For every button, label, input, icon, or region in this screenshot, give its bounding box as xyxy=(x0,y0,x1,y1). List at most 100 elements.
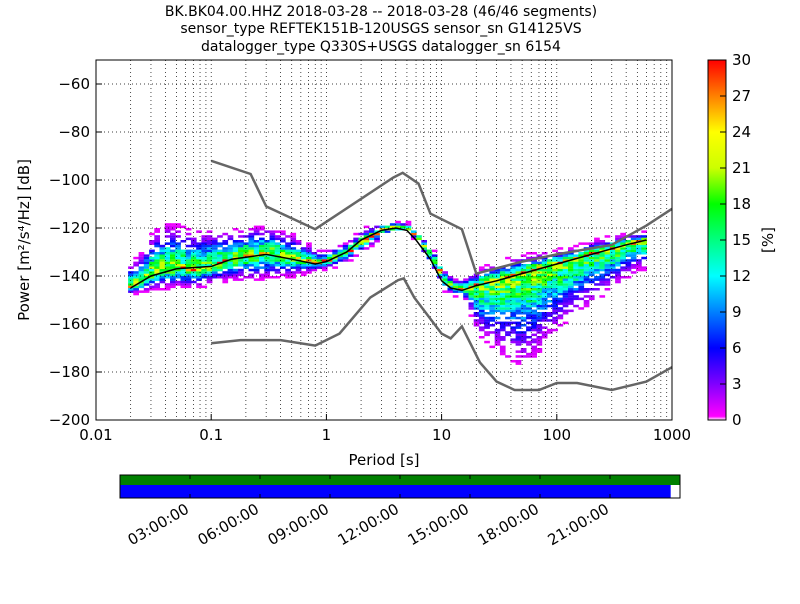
histogram-cell xyxy=(180,256,187,260)
histogram-cell xyxy=(510,297,517,301)
colorbar-tick-label: 6 xyxy=(732,339,742,357)
histogram-cell xyxy=(348,254,354,257)
histogram-cell xyxy=(536,273,543,277)
histogram-cell xyxy=(615,256,621,260)
histogram-cell xyxy=(164,230,171,233)
histogram-cell xyxy=(526,336,532,339)
histogram-cell xyxy=(185,276,192,279)
y-axis-ticks: −60−80−100−120−140−160−180−200 xyxy=(49,75,102,429)
histogram-cell xyxy=(573,268,579,272)
histogram-cell xyxy=(253,240,260,243)
histogram-cell xyxy=(636,261,642,265)
histogram-cell xyxy=(437,266,443,269)
histogram-cell xyxy=(620,249,626,253)
histogram-cell xyxy=(232,240,239,243)
histogram-cell xyxy=(531,321,537,325)
histogram-cell xyxy=(211,252,218,255)
histogram-cell xyxy=(164,223,171,226)
histogram-cell xyxy=(238,244,244,248)
histogram-cell xyxy=(185,252,192,255)
histogram-cell xyxy=(515,343,522,346)
histogram-cell xyxy=(505,302,511,305)
histogram-cell xyxy=(264,242,270,245)
histogram-cell xyxy=(421,242,427,245)
histogram-cell xyxy=(442,280,448,284)
histogram-cell xyxy=(143,271,150,274)
histogram-cell xyxy=(264,230,270,233)
histogram-cell xyxy=(536,271,543,274)
histogram-cell xyxy=(620,259,626,262)
histogram-cell xyxy=(389,223,396,226)
histogram-cell xyxy=(437,268,443,272)
histogram-cell xyxy=(253,228,260,231)
histogram-cell xyxy=(280,232,286,236)
histogram-cell xyxy=(515,333,522,337)
histogram-cell xyxy=(238,271,244,274)
histogram-cell xyxy=(185,283,192,286)
histogram-cell xyxy=(468,278,475,281)
histogram-cell xyxy=(159,266,166,269)
histogram-cell xyxy=(630,237,637,241)
histogram-cell xyxy=(541,280,548,284)
histogram-cell xyxy=(274,230,281,233)
histogram-cell xyxy=(515,302,522,305)
histogram-cell xyxy=(196,259,202,262)
histogram-cell xyxy=(515,336,522,339)
histogram-cell xyxy=(149,280,155,284)
histogram-cell xyxy=(578,283,585,286)
x-tick-label: 100 xyxy=(542,426,571,444)
histogram-cell xyxy=(274,249,281,253)
histogram-cell xyxy=(447,278,454,281)
histogram-cell xyxy=(253,259,260,262)
histogram-cell xyxy=(227,271,234,274)
histogram-cell xyxy=(185,261,192,265)
histogram-cell xyxy=(363,237,370,241)
histogram-cell xyxy=(615,271,621,274)
histogram-cell xyxy=(238,247,244,250)
histogram-cell xyxy=(568,288,574,291)
histogram-cell xyxy=(154,271,160,274)
histogram-cell xyxy=(300,254,307,257)
histogram-cell xyxy=(625,249,632,253)
histogram-cell xyxy=(164,266,171,269)
histogram-cell xyxy=(484,324,490,327)
histogram-cell xyxy=(510,280,517,284)
histogram-cell xyxy=(473,276,480,279)
histogram-cell xyxy=(573,278,579,281)
histogram-cell xyxy=(599,264,606,267)
histogram-cell xyxy=(143,283,150,286)
histogram-cell xyxy=(484,285,490,289)
histogram-cell xyxy=(520,280,527,284)
histogram-cell xyxy=(583,288,590,291)
histogram-cell xyxy=(541,276,548,279)
histogram-cell xyxy=(306,271,312,274)
histogram-cell xyxy=(154,254,160,257)
histogram-cell xyxy=(154,268,160,272)
histogram-cell xyxy=(431,259,438,262)
histogram-cell xyxy=(458,280,464,284)
histogram-cell xyxy=(541,259,548,262)
histogram-cell xyxy=(526,276,532,279)
histogram-cell xyxy=(175,254,181,257)
histogram-cell xyxy=(625,254,632,257)
histogram-cell xyxy=(636,264,642,267)
histogram-cell xyxy=(536,280,543,284)
histogram-cell xyxy=(363,242,370,245)
histogram-cell xyxy=(547,285,553,289)
histogram-cell xyxy=(468,288,475,291)
histogram-cell xyxy=(280,247,286,250)
histogram-cell xyxy=(159,288,166,291)
histogram-cell xyxy=(499,324,506,327)
histogram-cell xyxy=(170,252,176,255)
histogram-cell xyxy=(588,297,595,301)
histogram-cell xyxy=(447,290,454,293)
histogram-cell xyxy=(568,283,574,286)
histogram-cell xyxy=(547,283,553,286)
histogram-cell xyxy=(400,223,407,226)
histogram-cell xyxy=(568,297,574,301)
histogram-cell xyxy=(630,256,637,260)
histogram-cell xyxy=(353,247,359,250)
time-tick-label: 18:00:00 xyxy=(475,500,542,549)
histogram-cell xyxy=(557,307,564,310)
histogram-cell xyxy=(583,266,590,269)
